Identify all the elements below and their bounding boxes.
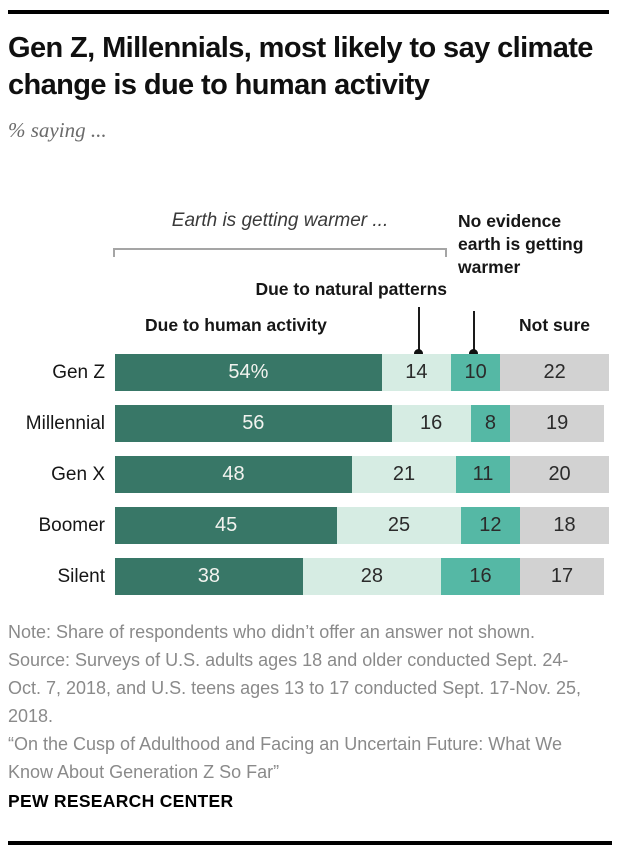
- bar-segment: 20: [510, 456, 609, 493]
- leader-line-no-evidence: [473, 311, 475, 353]
- bar-track: 45 25 12 18: [115, 507, 609, 544]
- chart-footnotes: Note: Share of respondents who didn’t of…: [8, 618, 600, 786]
- bar-segment: 56: [115, 405, 392, 442]
- category-label: Millennial: [25, 412, 105, 434]
- report-title-text: “On the Cusp of Adulthood and Facing an …: [8, 734, 562, 782]
- bar-track: 56 16 8 19: [115, 405, 609, 442]
- bar-segment: 45: [115, 507, 338, 544]
- bar-segment: 22: [500, 354, 609, 391]
- bar-segment: 18: [520, 507, 609, 544]
- category-label: Silent: [57, 565, 105, 587]
- bar-segment: 21: [352, 456, 456, 493]
- bar-segment: 11: [455, 456, 511, 493]
- bar-segment: 12: [460, 507, 521, 544]
- bracket-group-label: Earth is getting warmer ...: [171, 210, 389, 231]
- page-title: Gen Z, Millennials, most likely to say c…: [8, 32, 593, 101]
- leader-dot-natural-patterns: [414, 349, 423, 358]
- chart-row: Boomer 45 25 12 18: [8, 507, 609, 544]
- bar-segment: 14: [381, 354, 451, 391]
- leader-line-natural-patterns: [418, 307, 420, 353]
- pew-research-center-wordmark: PEW RESEARCH CENTER: [8, 791, 234, 811]
- bar-track: 48 21 11 20: [115, 456, 609, 493]
- bar-segment: 10: [450, 354, 501, 391]
- legend-label-human-activity: Due to human activity: [145, 315, 327, 335]
- note-text: Note: Share of respondents who didn’t of…: [8, 622, 535, 642]
- bar-segment: 25: [337, 507, 461, 544]
- legend-label-no-evidence: No evidence earth is getting warmer: [458, 211, 584, 277]
- bar-track: 38 28 16 17: [115, 558, 609, 595]
- leader-dot-no-evidence: [469, 349, 478, 358]
- source-text: Source: Surveys of U.S. adults ages 18 a…: [8, 650, 582, 726]
- bar-segment: 28: [302, 558, 442, 595]
- bar-segment: 54%: [115, 354, 382, 391]
- bar-segment: 19: [510, 405, 605, 442]
- bar-segment: 8: [470, 405, 511, 442]
- top-divider: [8, 10, 609, 14]
- bar-segment: 38: [115, 558, 303, 595]
- category-label: Gen X: [51, 463, 105, 485]
- bar-segment: 16: [441, 558, 521, 595]
- category-label: Boomer: [38, 514, 105, 536]
- bottom-divider: [8, 841, 612, 845]
- chart-row: Millennial 56 16 8 19: [8, 405, 609, 442]
- chart-row: Gen X 48 21 11 20: [8, 456, 609, 493]
- bar-segment: 17: [520, 558, 605, 595]
- category-label: Gen Z: [52, 361, 105, 383]
- bar-segment: 48: [115, 456, 353, 493]
- group-bracket: [113, 248, 447, 257]
- chart-subtitle: % saying ...: [8, 118, 107, 142]
- chart-row: Silent 38 28 16 17: [8, 558, 609, 595]
- chart-rows: Gen Z 54% 14 10 22 Millennial 56 16 8 19 Gen X 48 21…: [8, 354, 609, 609]
- bar-segment: 16: [391, 405, 471, 442]
- stacked-bar-chart: Earth is getting warmer ... No evidence …: [0, 204, 624, 604]
- legend-label-natural-patterns: Due to natural patterns: [255, 279, 447, 299]
- legend-label-not-sure: Not sure: [519, 315, 590, 335]
- chart-row: Gen Z 54% 14 10 22: [8, 354, 609, 391]
- bar-track: 54% 14 10 22: [115, 354, 609, 391]
